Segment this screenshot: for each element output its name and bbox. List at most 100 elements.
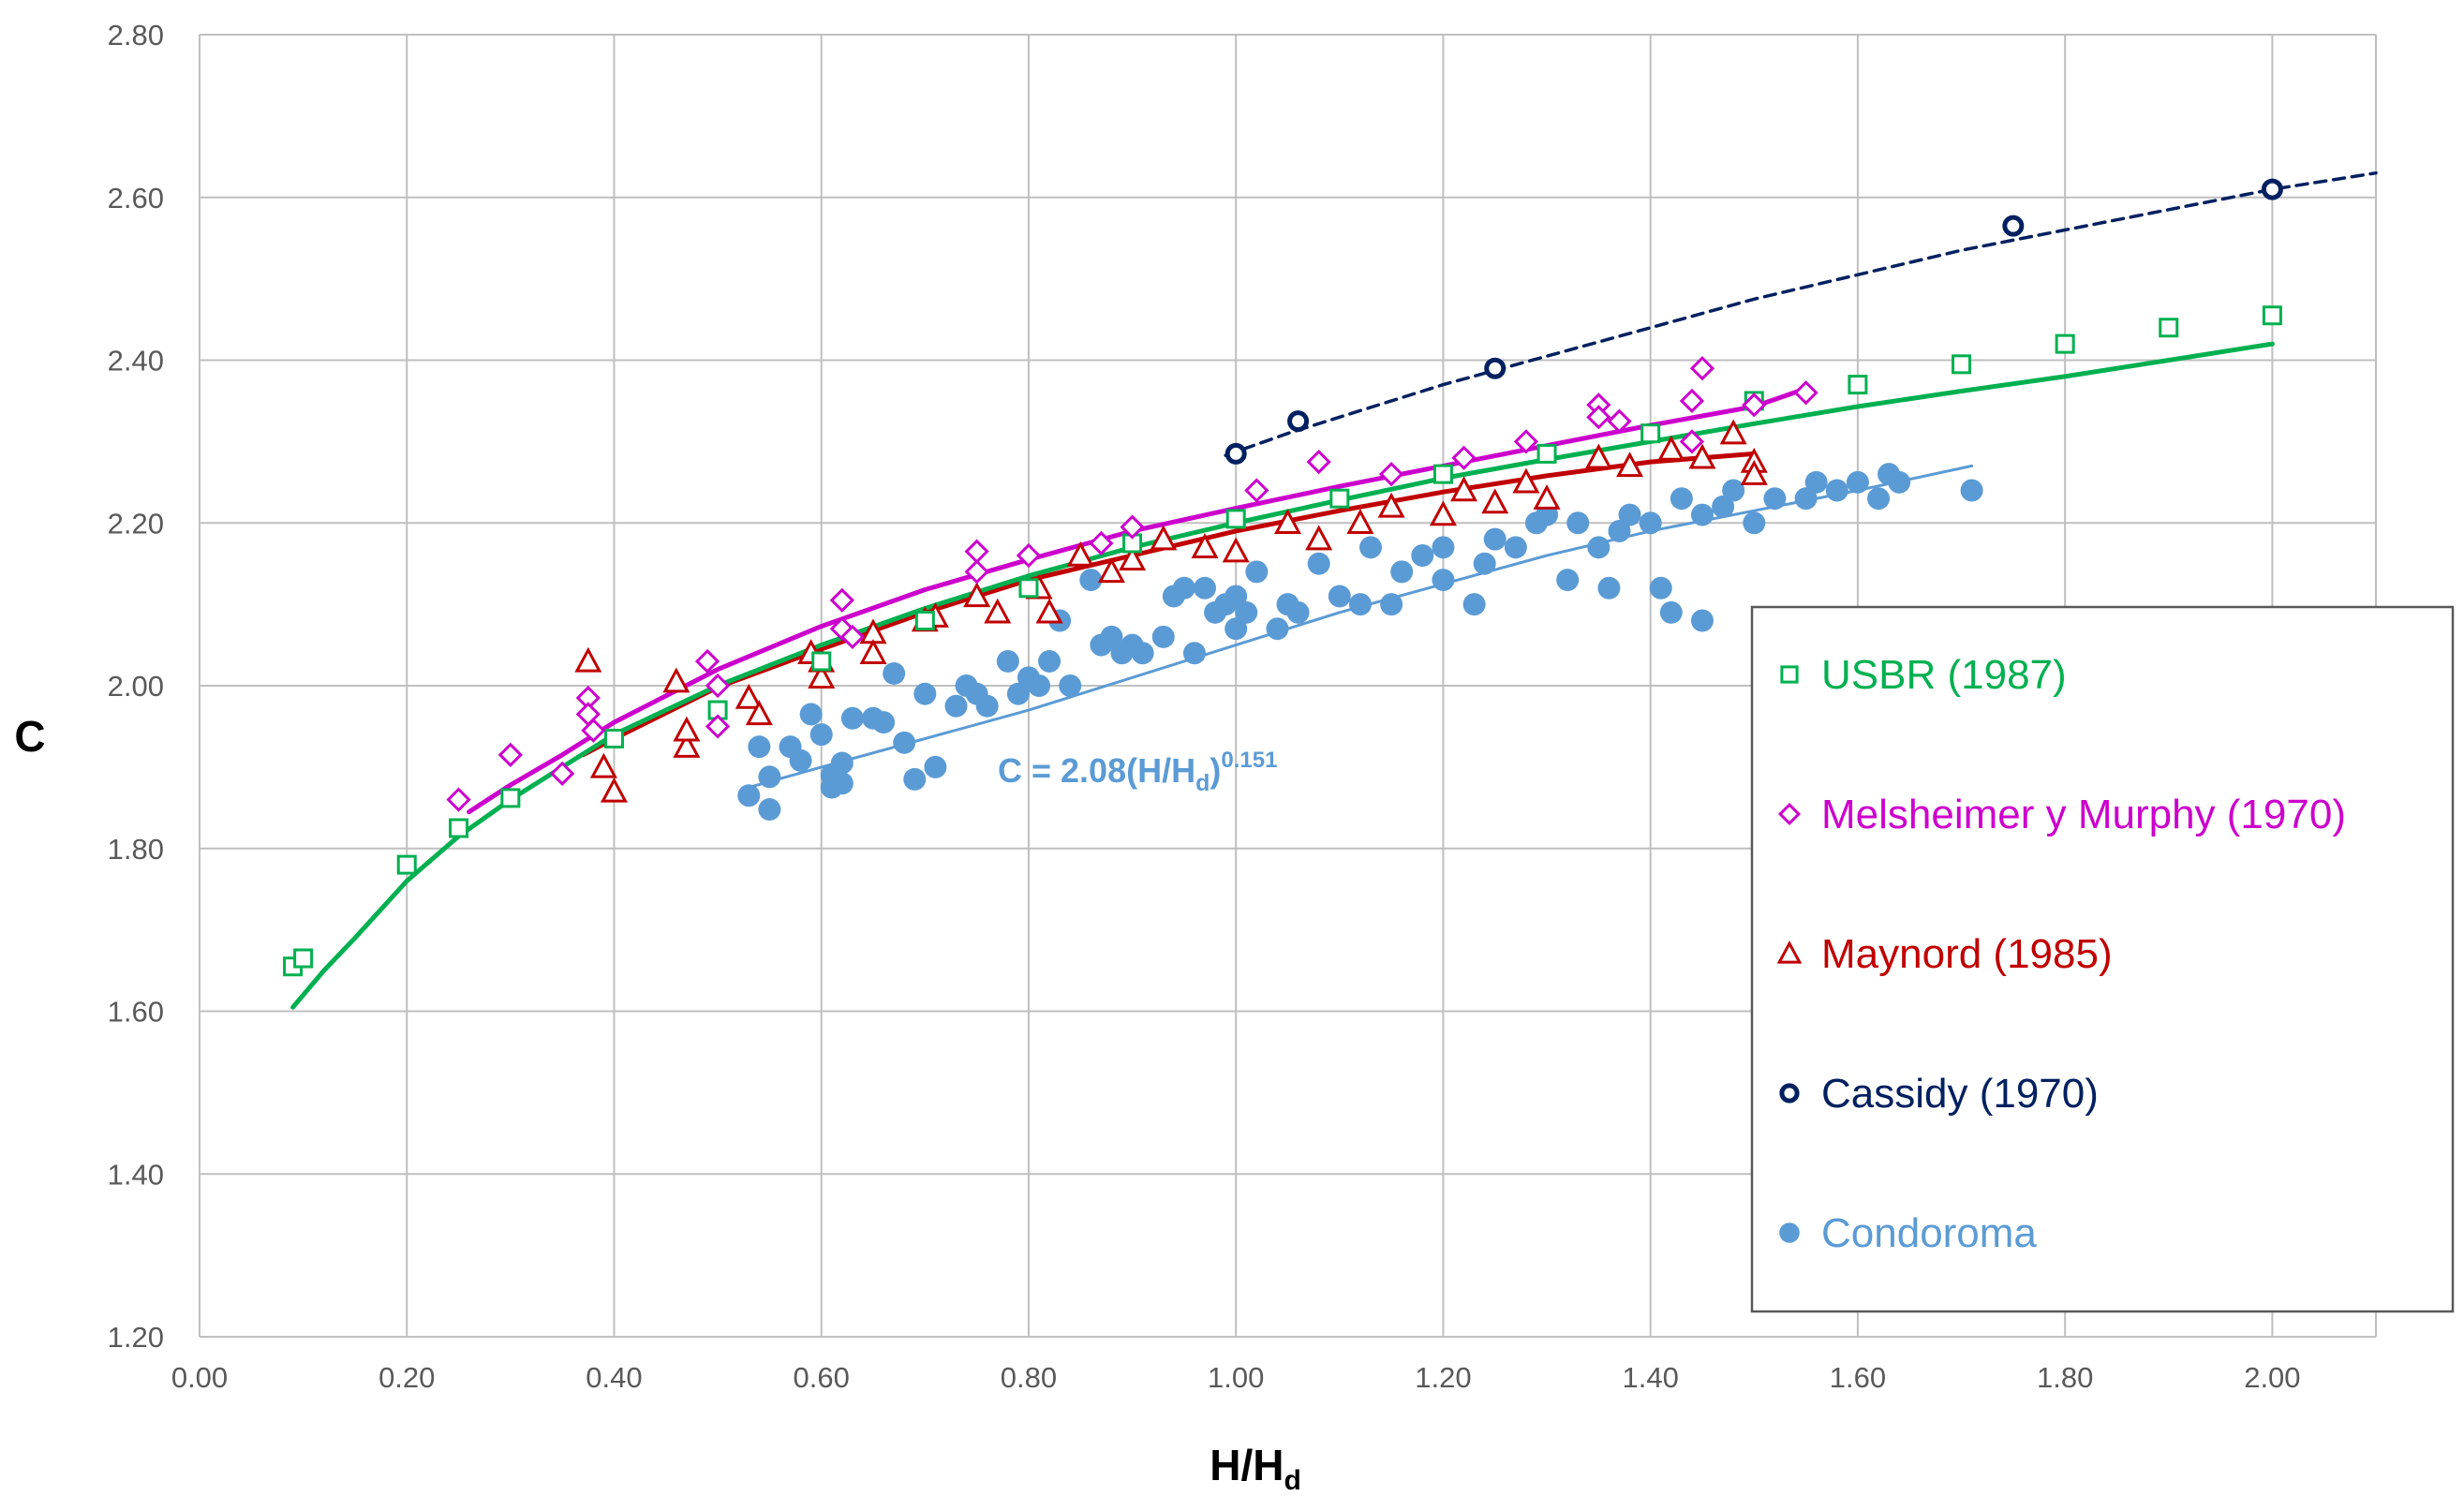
y-tick-label: 1.80 xyxy=(108,833,164,866)
condoroma-point xyxy=(1846,470,1869,494)
maynord-1985-point xyxy=(1740,459,1768,485)
usbr-1987-point xyxy=(1848,375,1868,395)
condoroma-point xyxy=(1182,642,1206,665)
condoroma-point xyxy=(758,798,781,822)
usbr-1987-point xyxy=(1225,509,1246,529)
condoroma-point xyxy=(883,661,906,685)
maynord-1985-point xyxy=(859,639,887,664)
maynord-1985-point xyxy=(1066,541,1094,567)
y-tick-label: 1.40 xyxy=(108,1158,164,1191)
cassidy-1970-point xyxy=(1225,442,1247,465)
melsheimer-y-murphy-1970-point xyxy=(1306,449,1331,475)
x-tick-label: 0.80 xyxy=(1001,1361,1057,1394)
maynord-1985-point xyxy=(574,646,602,673)
condoroma-point xyxy=(1194,576,1217,600)
cassidy-1970-point xyxy=(2261,178,2283,200)
condoroma-point xyxy=(1743,511,1766,535)
condoroma-point xyxy=(1473,552,1496,575)
melsheimer-y-murphy-1970-point xyxy=(694,648,720,674)
melsheimer-y-murphy-1970-point xyxy=(1378,462,1404,487)
condoroma-point xyxy=(789,748,812,772)
condoroma-point xyxy=(1825,479,1848,502)
usbr-1987-point xyxy=(1952,354,1972,375)
legend-label-maynord-1985: Maynord (1985) xyxy=(1821,931,2113,977)
condoroma-point xyxy=(1960,479,1983,502)
legend-label-usbr-1987: USBR (1987) xyxy=(1821,652,2067,698)
x-axis-title-sub: d xyxy=(1284,1465,1300,1496)
y-tick-label: 2.40 xyxy=(108,345,164,378)
condoroma-point xyxy=(1380,593,1403,616)
usbr-1987-point xyxy=(1432,464,1453,484)
maynord-1985-point xyxy=(1273,509,1302,534)
x-tick-label: 1.60 xyxy=(1830,1361,1886,1394)
condoroma-trend-line xyxy=(747,464,1974,790)
legend-marker-melsheimer-y-murphy-1970 xyxy=(1777,802,1802,826)
melsheimer-y-murphy-1970-point xyxy=(1679,429,1705,454)
condoroma-point xyxy=(1266,617,1289,641)
condoroma-point xyxy=(1566,511,1590,535)
melsheimer-y-murphy-1970-point xyxy=(829,587,854,613)
x-tick-label: 1.20 xyxy=(1415,1361,1471,1394)
maynord-1985-point xyxy=(1719,419,1747,445)
maynord-1985-point xyxy=(1533,484,1561,510)
melsheimer-y-murphy-1970-point xyxy=(497,742,523,767)
condoroma-point xyxy=(748,735,771,759)
condoroma-point xyxy=(1587,536,1611,559)
condoroma-point xyxy=(1763,487,1787,511)
melsheimer-y-murphy-1970-point xyxy=(1016,542,1042,569)
condoroma-point xyxy=(872,711,896,734)
melsheimer-y-murphy-1970-point xyxy=(1679,388,1705,414)
maynord-1985-point xyxy=(662,667,690,693)
condoroma-point xyxy=(893,731,916,754)
condoroma-point xyxy=(1358,536,1382,559)
legend-label-melsheimer-y-murphy-1970: Melsheimer y Murphy (1970) xyxy=(1821,792,2346,837)
usbr-1987-point xyxy=(603,728,624,748)
melsheimer-y-murphy-1970-point xyxy=(1451,445,1477,470)
cassidy-1970-trend-line xyxy=(1224,170,2378,457)
condoroma-point xyxy=(1712,495,1735,518)
maynord-1985-points xyxy=(574,419,1768,803)
condoroma-point xyxy=(1639,511,1662,535)
condoroma-point xyxy=(1151,625,1175,648)
condoroma-point xyxy=(1245,560,1269,584)
condoroma-point xyxy=(1286,600,1310,624)
tick-labels: 0.00 0.20 0.40 0.60 0.80 1.00 1.20 1.40 1.60 1.80… xyxy=(108,19,2301,1394)
usbr-1987-point xyxy=(449,818,469,838)
condoroma-point xyxy=(830,751,853,775)
condoroma-point xyxy=(913,682,937,705)
condoroma-point xyxy=(1038,649,1061,673)
usbr-1987-point xyxy=(396,854,417,875)
x-tick-label: 1.40 xyxy=(1622,1361,1678,1394)
x-axis-title-main: H/H xyxy=(1210,1441,1284,1489)
condoroma-point xyxy=(1172,576,1195,600)
condoroma-point xyxy=(1225,585,1248,608)
maynord-1985-point xyxy=(1150,525,1178,551)
y-tick-label: 1.60 xyxy=(108,996,164,1029)
usbr-1987-point xyxy=(811,651,832,672)
cassidy-1970-point xyxy=(2002,215,2025,237)
condoroma-point xyxy=(1794,487,1818,511)
legend-label-condoroma: Condoroma xyxy=(1821,1210,2037,1256)
maynord-1985-point xyxy=(1512,467,1540,494)
maynord-1985-point xyxy=(808,663,836,689)
usbr-1987-point xyxy=(500,788,521,808)
x-tick-label: 0.40 xyxy=(586,1361,642,1394)
x-tick-label: 0.60 xyxy=(794,1361,850,1394)
maynord-1985-point xyxy=(1377,492,1405,518)
condoroma-point xyxy=(924,755,947,778)
condoroma-point xyxy=(1618,503,1641,526)
condoroma-point xyxy=(1235,600,1258,624)
condoroma-point xyxy=(1867,487,1891,511)
y-tick-label: 2.20 xyxy=(108,507,164,540)
maynord-1985-point xyxy=(1305,525,1333,551)
condoroma-point xyxy=(903,767,927,791)
condoroma-point xyxy=(809,723,833,747)
legend-marker-usbr-1987 xyxy=(1780,665,1799,684)
maynord-1985-point xyxy=(589,752,617,778)
maynord-1985-point xyxy=(1346,509,1374,534)
condoroma-point xyxy=(830,772,853,795)
melsheimer-y-murphy-1970-point xyxy=(1244,478,1269,503)
usbr-1987-point xyxy=(293,948,314,969)
maynord-1985-point xyxy=(1191,533,1219,559)
